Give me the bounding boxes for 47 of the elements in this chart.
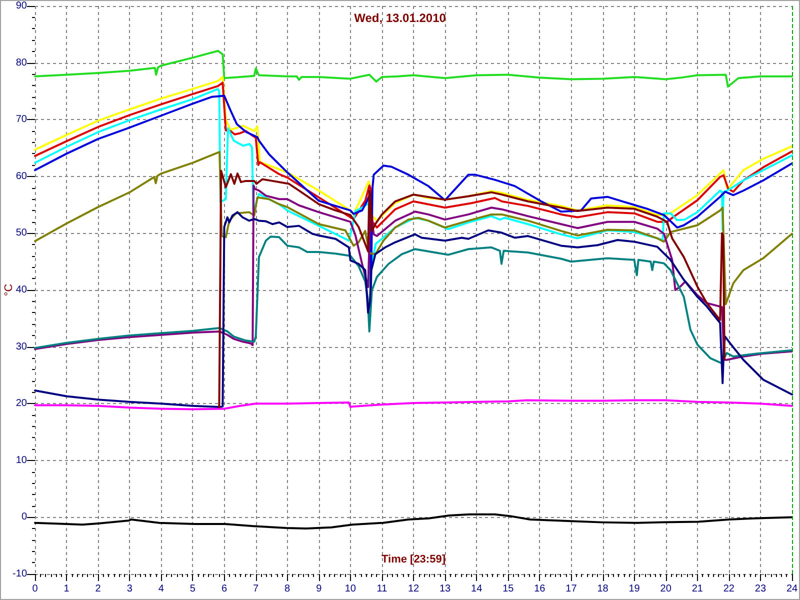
- x-tick-label: 13: [439, 584, 452, 594]
- x-tick-label: 4: [158, 584, 164, 594]
- line-series: [34, 513, 793, 530]
- x-tick-label: 24: [786, 584, 798, 594]
- y-tick-label: 0: [21, 512, 28, 523]
- line-series: [218, 170, 726, 408]
- y-tick-label: 70: [16, 114, 28, 126]
- x-tick-label: 16: [534, 584, 546, 594]
- line-series: [34, 211, 793, 408]
- y-tick-label: 90: [16, 0, 28, 12]
- x-tick-label: 10: [344, 584, 356, 594]
- line-series: [34, 50, 793, 88]
- line-series: [34, 150, 793, 306]
- x-tick-label: 1: [64, 584, 70, 594]
- x-tick-label: 3: [126, 584, 133, 594]
- x-tick-label: 17: [566, 584, 578, 594]
- x-tick-label: 0: [32, 584, 38, 594]
- y-tick-label: 10: [16, 454, 28, 466]
- line-series: [34, 399, 793, 410]
- x-tick-label: 18: [597, 584, 609, 594]
- line-series: [34, 236, 793, 364]
- line-series: [34, 184, 793, 361]
- chart-title: Wed, 13.01.2010: [354, 11, 446, 25]
- x-tick-label: 8: [284, 584, 291, 594]
- y-tick-label: 30: [16, 341, 28, 352]
- x-tick-label: 5: [190, 584, 196, 594]
- y-tick-label: 40: [16, 284, 28, 296]
- x-tick-label: 12: [408, 584, 420, 594]
- x-tick-label: 20: [660, 584, 672, 594]
- y-tick-label: 80: [16, 57, 28, 68]
- y-tick-label: 20: [16, 398, 28, 410]
- x-tick-label: 19: [628, 584, 640, 594]
- x-axis-title: Time [23:59]: [382, 554, 446, 566]
- x-tick-label: 11: [376, 584, 388, 594]
- x-tick-label: 6: [221, 584, 228, 594]
- x-tick-label: 2: [95, 584, 102, 594]
- x-tick-label: 15: [502, 584, 514, 594]
- y-tick-label: 60: [16, 170, 28, 182]
- y-tick-label: -10: [12, 568, 28, 580]
- x-tick-label: 21: [692, 584, 704, 594]
- x-tick-label: 9: [316, 584, 322, 594]
- y-axis-title: °C: [3, 284, 15, 296]
- x-tick-label: 7: [253, 584, 260, 594]
- x-tick-label: 14: [471, 584, 483, 594]
- y-tick-label: 50: [16, 228, 28, 239]
- x-tick-label: 22: [723, 584, 735, 594]
- x-tick-label: 23: [754, 584, 766, 594]
